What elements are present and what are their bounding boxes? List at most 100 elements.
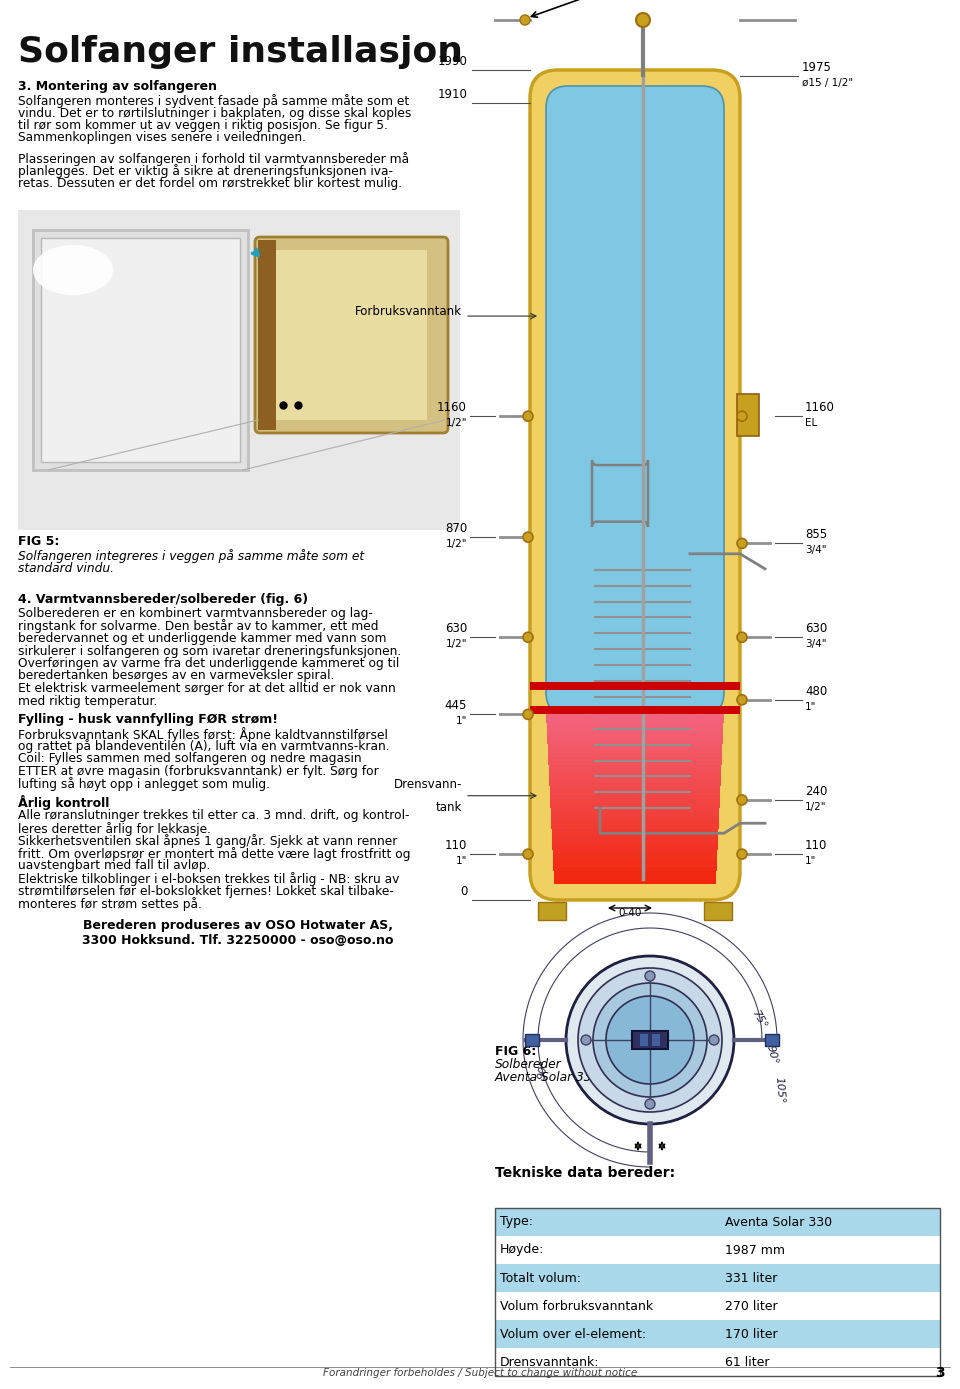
Bar xyxy=(547,735,723,740)
Bar xyxy=(652,1033,660,1046)
Text: Høyde:: Høyde: xyxy=(500,1243,544,1257)
Text: 331 liter: 331 liter xyxy=(725,1271,778,1285)
Text: Volum over el-element:: Volum over el-element: xyxy=(500,1328,646,1340)
Text: 1/2": 1/2" xyxy=(445,418,467,428)
Text: 630: 630 xyxy=(805,622,828,635)
Bar xyxy=(551,811,719,817)
Circle shape xyxy=(737,411,747,421)
Text: tank: tank xyxy=(436,800,462,814)
Text: 870: 870 xyxy=(444,522,467,535)
Bar xyxy=(552,828,718,833)
Text: Drensvann-: Drensvann- xyxy=(394,778,462,790)
Bar xyxy=(548,760,722,765)
Text: ETTER at øvre magasin (forbruksvanntank) er fylt. Sørg for: ETTER at øvre magasin (forbruksvanntank)… xyxy=(18,764,379,778)
Text: fritt. Om overløpsrør er montert må dette være lagt frostfritt og: fritt. Om overløpsrør er montert må dett… xyxy=(18,847,411,861)
Text: beredervannet og et underliggende kammer med vann som: beredervannet og et underliggende kammer… xyxy=(18,632,387,644)
Text: og rattet på blandeventilen (A), luft via en varmtvanns-kran.: og rattet på blandeventilen (A), luft vi… xyxy=(18,739,390,753)
Text: EL: EL xyxy=(805,418,817,428)
Text: 445: 445 xyxy=(444,700,467,713)
Circle shape xyxy=(737,632,747,642)
Circle shape xyxy=(593,983,707,1097)
Text: Totalt volum:: Totalt volum: xyxy=(500,1271,581,1285)
Bar xyxy=(495,1236,940,1264)
Circle shape xyxy=(581,1035,591,1045)
Circle shape xyxy=(709,1035,719,1045)
Text: 3300 Hokksund. Tlf. 32250000 - oso@oso.no: 3300 Hokksund. Tlf. 32250000 - oso@oso.n… xyxy=(83,933,394,946)
Bar xyxy=(548,764,721,770)
Bar xyxy=(548,747,722,753)
Circle shape xyxy=(636,13,650,26)
Text: 90°: 90° xyxy=(764,1045,780,1065)
Bar xyxy=(41,238,240,463)
Text: 630: 630 xyxy=(444,622,467,635)
Bar xyxy=(551,820,719,825)
Bar xyxy=(640,1033,648,1046)
Text: 110: 110 xyxy=(444,839,467,851)
Text: 1160: 1160 xyxy=(437,401,467,414)
Bar xyxy=(550,803,720,807)
Bar xyxy=(18,210,460,531)
Text: Berederen produseres av OSO Hotwater AS,: Berederen produseres av OSO Hotwater AS, xyxy=(83,920,393,932)
Bar xyxy=(538,901,566,920)
Text: vindu. Det er to rørtilslutninger i bakplaten, og disse skal koples: vindu. Det er to rørtilslutninger i bakp… xyxy=(18,107,412,119)
Bar xyxy=(495,1320,940,1347)
Text: ø15 / 1/2": ø15 / 1/2" xyxy=(802,78,853,89)
Text: 1910: 1910 xyxy=(438,89,468,101)
Bar xyxy=(552,832,718,838)
Text: Sikkerhetsventilen skal åpnes 1 gang/år. Sjekk at vann renner: Sikkerhetsventilen skal åpnes 1 gang/år.… xyxy=(18,835,397,849)
Bar xyxy=(549,776,721,782)
Text: Type:: Type: xyxy=(500,1215,533,1228)
Text: 1": 1" xyxy=(456,856,467,867)
Text: 1": 1" xyxy=(456,717,467,726)
Text: Solfangeren integreres i veggen på samme måte som et: Solfangeren integreres i veggen på samme… xyxy=(18,549,364,563)
Text: leres deretter årlig for lekkasje.: leres deretter årlig for lekkasje. xyxy=(18,822,211,836)
Bar xyxy=(553,857,717,863)
Text: 3. Montering av solfangeren: 3. Montering av solfangeren xyxy=(18,81,217,93)
Text: til rør som kommer ut av veggen i riktig posisjon. Se figur 5.: til rør som kommer ut av veggen i riktig… xyxy=(18,119,388,132)
Bar xyxy=(553,849,717,854)
Text: Tekniske data bereder:: Tekniske data bereder: xyxy=(495,1165,675,1181)
Bar xyxy=(550,790,720,795)
Text: FIG 5:: FIG 5: xyxy=(18,535,60,549)
Bar xyxy=(551,824,719,829)
Bar xyxy=(632,1031,668,1049)
Bar xyxy=(530,707,740,714)
Text: Aventa Solar 330.: Aventa Solar 330. xyxy=(495,1071,604,1083)
Text: FIG 6:: FIG 6: xyxy=(495,1045,537,1058)
Circle shape xyxy=(523,532,533,542)
Circle shape xyxy=(737,694,747,704)
Bar xyxy=(547,726,723,732)
Bar xyxy=(765,1033,779,1046)
Bar xyxy=(547,743,723,749)
Bar xyxy=(550,799,720,803)
Text: 75°: 75° xyxy=(751,1008,769,1031)
Bar xyxy=(552,840,718,846)
Text: Et elektrisk varmeelement sørger for at det alltid er nok vann: Et elektrisk varmeelement sørger for at … xyxy=(18,682,396,694)
Text: 0-40: 0-40 xyxy=(618,908,641,918)
Text: Solfanger installasjon: Solfanger installasjon xyxy=(18,35,463,69)
Text: Coil: Fylles sammen med solfangeren og nedre magasin: Coil: Fylles sammen med solfangeren og n… xyxy=(18,751,362,765)
Text: uavstengbart med fall til avløp.: uavstengbart med fall til avløp. xyxy=(18,860,210,872)
Text: Alle røranslutninger trekkes til etter ca. 3 mnd. drift, og kontrol-: Alle røranslutninger trekkes til etter c… xyxy=(18,810,410,822)
Text: Forbruksvanntank: Forbruksvanntank xyxy=(355,304,462,318)
Text: 1": 1" xyxy=(805,856,816,867)
Text: Solberederen er en kombinert varmtvannsbereder og lag-: Solberederen er en kombinert varmtvannsb… xyxy=(18,607,372,619)
Text: Forandringer forbeholdes / Subject to change without notice: Forandringer forbeholdes / Subject to ch… xyxy=(323,1368,637,1378)
Bar xyxy=(495,1292,940,1320)
FancyBboxPatch shape xyxy=(530,69,740,900)
Bar xyxy=(554,875,716,879)
Bar xyxy=(547,739,723,745)
Bar xyxy=(547,731,723,736)
Text: Fylling - husk vannfylling FØR strøm!: Fylling - husk vannfylling FØR strøm! xyxy=(18,713,278,726)
Bar xyxy=(495,1347,940,1376)
Text: 480: 480 xyxy=(805,685,828,697)
Circle shape xyxy=(523,632,533,642)
Circle shape xyxy=(645,971,655,981)
Text: retas. Dessuten er det fordel om rørstrekket blir kortest mulig.: retas. Dessuten er det fordel om rørstre… xyxy=(18,176,402,190)
Circle shape xyxy=(606,996,694,1083)
Circle shape xyxy=(523,849,533,860)
Bar xyxy=(495,1264,940,1292)
Text: 3: 3 xyxy=(935,1365,945,1381)
Text: 110: 110 xyxy=(805,839,828,851)
Text: planlegges. Det er viktig å sikre at dreneringsfunksjonen iva-: planlegges. Det er viktig å sikre at dre… xyxy=(18,164,393,178)
